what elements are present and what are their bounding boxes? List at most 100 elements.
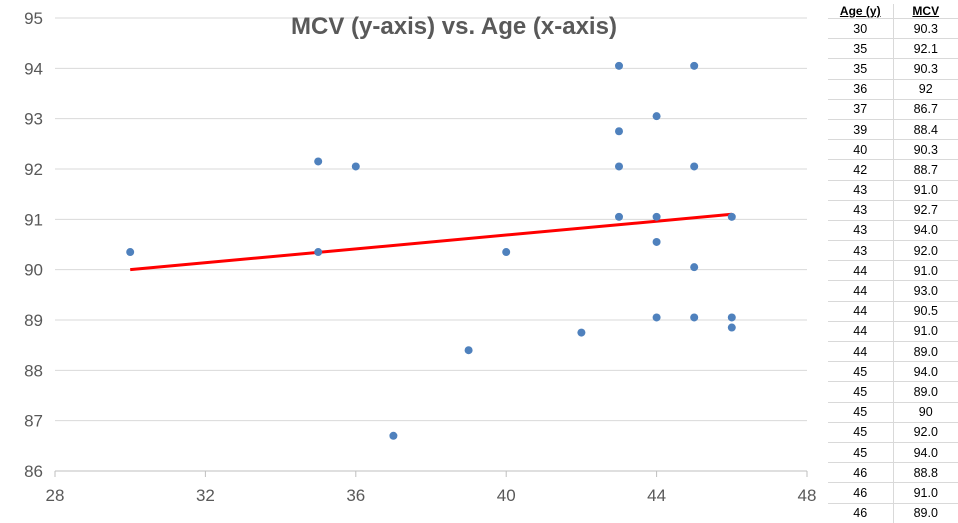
data-point <box>652 237 661 246</box>
data-point <box>652 313 661 322</box>
table-row: 35 92.1 <box>828 38 958 59</box>
x-tick-label: 40 <box>497 486 516 505</box>
mcv-cell: 89.0 <box>893 502 958 523</box>
table-row: 45 90 <box>828 401 958 423</box>
mcv-cell: 92 <box>893 78 958 100</box>
data-point <box>314 248 323 257</box>
data-point <box>615 61 623 70</box>
table-row: 43 92.7 <box>828 199 958 221</box>
table-row: 46 91.0 <box>828 482 958 503</box>
table-row: 46 89.0 <box>828 502 958 523</box>
table-row: 45 89.0 <box>828 381 958 403</box>
mcv-cell: 93.0 <box>893 280 958 302</box>
trendline-line <box>130 212 732 272</box>
data-point <box>464 346 473 355</box>
age-cell: 45 <box>828 401 894 423</box>
age-cell: 44 <box>828 320 894 342</box>
mcv-cell: 91.0 <box>893 260 958 281</box>
age-cell: 43 <box>828 219 894 241</box>
mcv-cell: 94.0 <box>893 441 958 463</box>
y-tick-label: 93 <box>24 110 43 129</box>
y-tick-label: 92 <box>24 160 43 179</box>
mcv-cell: 94.0 <box>893 219 958 241</box>
table-row: 45 92.0 <box>828 421 958 443</box>
data-point <box>727 313 736 322</box>
y-tick-label: 91 <box>24 210 43 229</box>
data-point <box>652 112 661 121</box>
table-row: 44 90.5 <box>828 300 958 322</box>
mcv-cell: 90.3 <box>893 139 958 160</box>
age-cell: 46 <box>828 462 894 483</box>
table-row: 30 90.3 <box>828 17 958 39</box>
age-cell: 44 <box>828 300 894 322</box>
data-point <box>727 212 736 221</box>
table-header-row: Age (y) MCV <box>828 4 958 19</box>
mcv-cell: 90 <box>893 401 958 423</box>
mcv-cell: 88.4 <box>893 118 958 140</box>
table-row: 45 94.0 <box>828 361 958 382</box>
scatter-chart: 86 87 88 89 90 91 92 93 94 95 28 32 36 40 44 48 MCV (y-… <box>24 9 817 505</box>
mcv-cell: 90.3 <box>893 17 958 39</box>
mcv-cell: 91.0 <box>893 320 958 342</box>
table-row: 40 90.3 <box>828 139 958 160</box>
data-point <box>690 263 699 272</box>
x-tick-label: 28 <box>46 486 65 505</box>
mcv-cell: 92.1 <box>893 38 958 59</box>
table-row: 44 91.0 <box>828 320 958 342</box>
mcv-cell: 88.8 <box>893 462 958 483</box>
age-cell: 45 <box>828 361 894 382</box>
age-cell: 40 <box>828 139 894 160</box>
data-table-panel: Age (y) MCV 30 90.3 35 92.1 35 90.3 36 92 37 86.7… <box>828 4 958 523</box>
age-cell: 44 <box>828 280 894 302</box>
table-row: 43 91.0 <box>828 179 958 201</box>
mcv-cell: 90.3 <box>893 58 958 80</box>
x-tick-label: 48 <box>798 486 817 505</box>
mcv-cell: 90.5 <box>893 300 958 322</box>
data-point <box>389 431 398 440</box>
age-cell: 42 <box>828 159 894 180</box>
table-row: 42 88.7 <box>828 159 958 180</box>
age-cell: 44 <box>828 340 894 362</box>
chart-title: MCV (y-axis) vs. Age (x-axis) <box>291 13 617 40</box>
y-tick-label: 88 <box>24 361 43 380</box>
age-cell: 46 <box>828 502 894 523</box>
table-row: 39 88.4 <box>828 118 958 140</box>
age-cell: 45 <box>828 381 894 403</box>
age-cell: 39 <box>828 118 894 140</box>
table-body: 30 90.3 35 92.1 35 90.3 36 92 37 86.7 39 88.4 40 90.3… <box>828 17 958 523</box>
mcv-cell: 91.0 <box>893 179 958 201</box>
age-cell: 43 <box>828 240 894 261</box>
data-point <box>615 162 623 171</box>
axes <box>54 470 808 477</box>
data-point <box>615 212 623 221</box>
age-cell: 36 <box>828 78 894 100</box>
data-point <box>314 157 323 166</box>
x-tick-label: 44 <box>647 486 666 505</box>
mcv-cell: 92.7 <box>893 199 958 221</box>
data-point <box>351 162 360 171</box>
age-cell: 43 <box>828 179 894 201</box>
y-tick-label: 94 <box>24 59 43 78</box>
age-cell: 43 <box>828 199 894 221</box>
data-point <box>502 248 511 257</box>
data-point <box>652 212 661 221</box>
mcv-cell: 91.0 <box>893 482 958 503</box>
age-cell: 45 <box>828 421 894 443</box>
trendline <box>130 212 732 272</box>
data-point <box>577 328 586 337</box>
y-tick-label: 87 <box>24 412 43 431</box>
age-cell: 46 <box>828 482 894 503</box>
table-row: 36 92 <box>828 78 958 100</box>
table-row: 45 94.0 <box>828 441 958 463</box>
age-cell: 30 <box>828 17 894 39</box>
column-header-mcv: MCV <box>912 4 940 18</box>
table-row: 44 91.0 <box>828 260 958 281</box>
mcv-cell: 92.0 <box>893 421 958 443</box>
y-tick-label: 95 <box>24 9 43 28</box>
data-point <box>727 323 736 332</box>
mcv-cell: 88.7 <box>893 159 958 180</box>
data-point <box>126 248 135 257</box>
x-tick-label: 36 <box>346 486 365 505</box>
table-row: 43 92.0 <box>828 240 958 261</box>
table-row: 44 89.0 <box>828 340 958 362</box>
